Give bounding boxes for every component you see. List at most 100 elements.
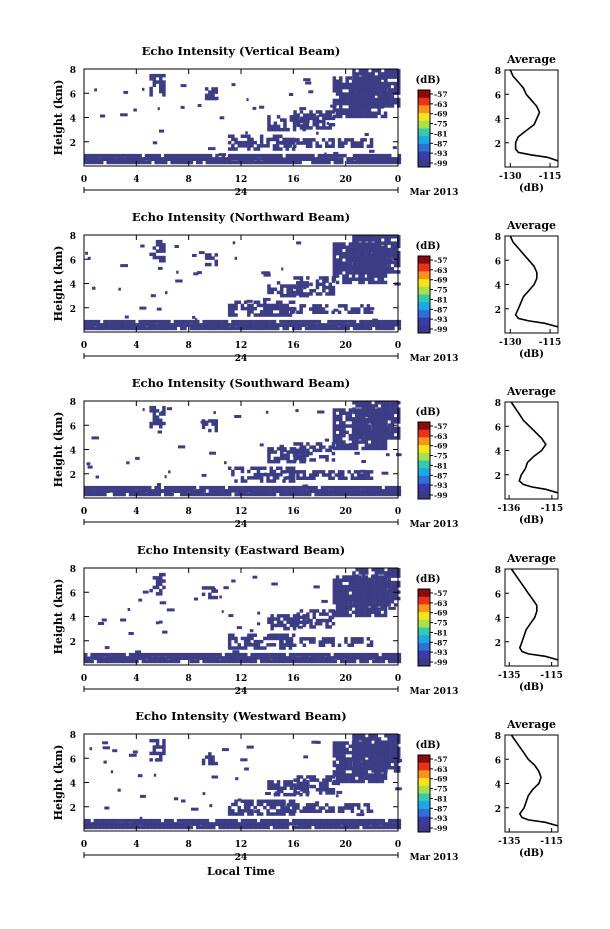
echo-cell [359, 323, 363, 327]
echo-cell [332, 76, 337, 80]
echo-cell [339, 79, 343, 83]
echo-cell [159, 73, 163, 78]
echo-cell [383, 89, 388, 93]
echo-cell [104, 646, 110, 650]
echo-cell [292, 822, 296, 826]
colorbar-frame [417, 421, 431, 500]
echo-cell [332, 251, 337, 256]
echo-cell [259, 472, 264, 477]
echo-cell [377, 101, 382, 105]
echo-cell [106, 153, 110, 158]
echo-cell [384, 97, 388, 102]
average-title: Average [506, 552, 556, 565]
echo-cell [87, 326, 91, 331]
echo-cell [355, 75, 359, 79]
echo-cell [344, 138, 348, 142]
echo-cell [374, 401, 379, 405]
echo-cell [339, 105, 343, 109]
echo-cell [387, 410, 391, 415]
average-profile-line [509, 69, 559, 162]
echo-cell [355, 446, 359, 451]
echo-cell [128, 489, 133, 493]
echo-cell [397, 157, 402, 161]
echo-cell [311, 489, 315, 493]
echo-cell [90, 825, 94, 830]
echo-cell [288, 313, 293, 317]
colorbar-unit: (dB) [416, 574, 441, 585]
echo-cell [387, 247, 391, 252]
echo-cell [390, 404, 395, 408]
avg-y-tick-label: 4 [495, 116, 501, 126]
echo-cell [377, 760, 381, 764]
echo-cell [352, 656, 357, 660]
echo-cell [331, 289, 336, 293]
echo-cell [361, 610, 365, 614]
echo-cell [299, 284, 303, 288]
y-tick-label: 6 [70, 422, 76, 432]
echo-cell [314, 825, 318, 830]
echo-cell [227, 646, 232, 650]
echo-cell [250, 310, 254, 314]
echo-cell [276, 780, 281, 784]
echo-cell [335, 610, 340, 614]
echo-cell [342, 421, 346, 425]
echo-cell [365, 818, 370, 823]
echo-cell [148, 160, 152, 165]
echo-cell [269, 326, 274, 331]
echo-cell [299, 119, 304, 124]
echo-cell [332, 417, 337, 422]
echo-cell [159, 576, 163, 580]
echo-cell [180, 656, 184, 660]
echo-cell [391, 489, 395, 493]
echo-cell [383, 610, 388, 614]
echo-cell [368, 91, 372, 95]
echo-cell [250, 153, 254, 158]
echo-cell [352, 323, 357, 327]
echo-cell [263, 652, 267, 657]
echo-cell [215, 160, 219, 165]
echo-cell [362, 825, 366, 830]
echo-cell [366, 643, 371, 647]
echo-cell [280, 614, 284, 618]
echo-cell [283, 118, 287, 122]
echo-cell [358, 242, 362, 246]
echo-cell [250, 140, 254, 145]
echo-cell [144, 485, 149, 490]
colorbar-tick-label: -99 [434, 491, 448, 500]
echo-cell [351, 271, 356, 275]
echo-cell [295, 659, 299, 664]
echo-cell [279, 444, 284, 448]
echo-cell [87, 319, 91, 324]
echo-cell [358, 69, 363, 73]
echo-cell [237, 153, 242, 158]
echo-cell [202, 489, 206, 493]
echo-cell [365, 244, 369, 249]
echo-cell [358, 108, 362, 112]
echo-cell [139, 306, 147, 310]
echo-cell [103, 326, 107, 331]
echo-cell [298, 818, 302, 823]
echo-cell [347, 470, 351, 474]
echo-cell [303, 78, 311, 82]
echo-cell [256, 476, 261, 480]
echo-cell [365, 260, 369, 265]
echo-cell [275, 812, 280, 816]
echo-cell [208, 326, 213, 331]
echo-cell [366, 310, 371, 314]
echo-cell [253, 643, 257, 647]
echo-cell [285, 313, 289, 317]
echo-cell [358, 270, 363, 274]
echo-cell [335, 757, 340, 761]
echo-cell [346, 160, 350, 165]
echo-cell [305, 637, 310, 641]
echo-cell [176, 485, 181, 490]
echo-cell [397, 410, 401, 415]
echo-cell [234, 802, 238, 807]
echo-cell [109, 326, 114, 331]
echo-cell [321, 307, 326, 311]
echo-cell [253, 659, 258, 664]
avg-y-tick-label: 6 [495, 423, 501, 433]
echo-cell [384, 407, 388, 411]
echo-cell [342, 763, 346, 768]
echo-cell [371, 254, 375, 258]
